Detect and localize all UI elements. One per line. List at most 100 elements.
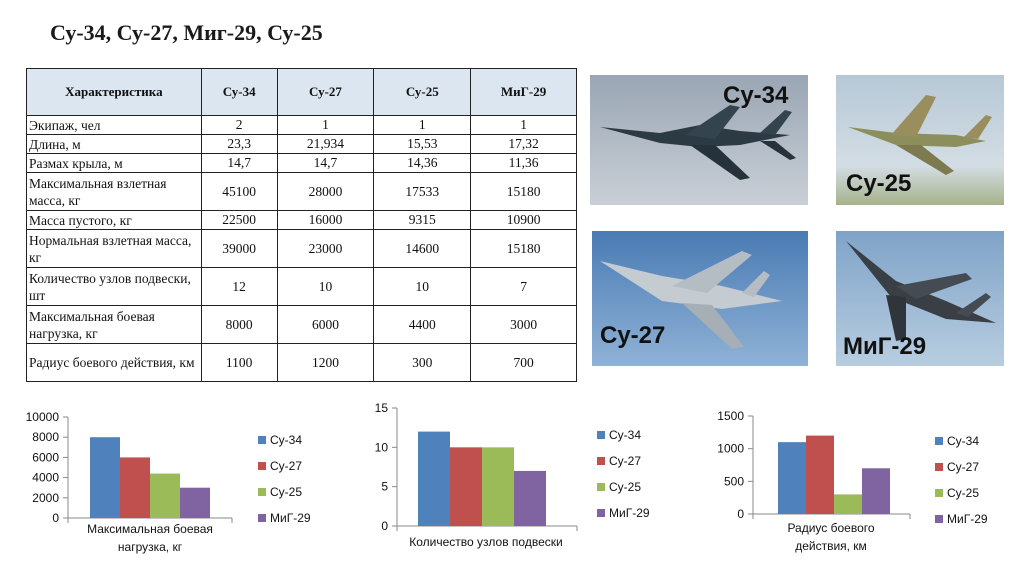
legend-swatch: [258, 436, 266, 444]
cell: 1: [373, 115, 472, 135]
y-tick-label: 15: [375, 401, 389, 415]
table-row: Максимальная боевая нагрузка, кг 8000 60…: [26, 305, 577, 344]
y-tick-label: 2000: [32, 491, 59, 505]
legend-entry: Су-27: [270, 459, 302, 473]
cell: 7: [470, 267, 577, 306]
x-axis-title-line: Максимальная боевая: [87, 522, 213, 536]
legend-entry: Су-25: [609, 480, 641, 494]
cell: 4400: [373, 305, 472, 344]
bar-Су-27: [806, 435, 834, 514]
cell: 3000: [470, 305, 577, 344]
legend-entry: Су-34: [609, 428, 641, 442]
bar-Су-27: [120, 457, 150, 518]
cell: 1100: [200, 343, 278, 382]
cell: 12: [200, 267, 278, 306]
chart-max-combat-load-svg: 0 2000 4000 6000 8000 10000 Су-34 Су-27 Су-25 МиГ…: [26, 410, 311, 554]
cell: 1200: [276, 343, 375, 382]
table-row: Количество узлов подвески, шт 12 10 10 7: [26, 267, 577, 306]
x-axis-title-line: нагрузка, кг: [118, 540, 183, 554]
su34-label: Су-34: [723, 82, 789, 109]
bar-Су-34: [90, 437, 120, 518]
cell: 23,3: [200, 134, 278, 154]
x-axis-title-line: Количество узлов подвески: [409, 535, 562, 549]
legend-entry: МиГ-29: [609, 506, 650, 520]
bar-МиГ-29: [514, 470, 546, 526]
legend-swatch: [597, 457, 605, 465]
table-row: Радиус боевого действия, км 1100 1200 30…: [26, 343, 577, 382]
jet-silhouette-su25: [836, 75, 1004, 205]
cell: 300: [373, 343, 472, 382]
cell: 9315: [373, 210, 472, 230]
table-header-row: Характеристика Су-34 Су-27 Су-25 МиГ-29: [26, 68, 577, 116]
row-label: Длина, м: [26, 134, 202, 154]
page-title: Су-34, Су-27, Миг-29, Су-25: [50, 20, 323, 45]
su25-photo: [836, 75, 1004, 205]
bar-Су-25: [482, 447, 514, 526]
mig29-photo: [836, 231, 1004, 366]
cell: 15,53: [373, 134, 472, 154]
cell: 15180: [470, 172, 577, 211]
cell: 8000: [200, 305, 278, 344]
legend-swatch: [935, 489, 943, 497]
header-characteristic: Характеристика: [26, 68, 202, 116]
header-su25: Су-25: [373, 68, 472, 116]
legend-entry: Су-25: [270, 485, 302, 499]
cell: 1: [470, 115, 577, 135]
y-tick-label: 1000: [717, 442, 744, 456]
cell: 14600: [373, 229, 472, 268]
row-label: Масса пустого, кг: [26, 210, 202, 230]
su25-label: Су-25: [846, 170, 912, 197]
cell: 17533: [373, 172, 472, 211]
cell: 700: [470, 343, 577, 382]
cell: 23000: [276, 229, 375, 268]
table-row: Нормальная взлетная масса, кг 39000 2300…: [26, 229, 577, 268]
y-tick-label: 8000: [32, 430, 59, 444]
table-row: Максимальная взлетная масса, кг 45100 28…: [26, 172, 577, 211]
bar-Су-25: [834, 494, 862, 514]
cell: 21,934: [276, 134, 375, 154]
x-axis-title: Количество узлов подвески: [409, 535, 562, 549]
legend-entry: Су-34: [270, 433, 302, 447]
chart-hardpoints-svg: 0 5 10 15 Су-34 Су-27 Су-25 МиГ-29 Количество уз…: [375, 401, 650, 549]
y-tick-label: 5: [381, 480, 388, 494]
cell: 16000: [276, 210, 375, 230]
table-row: Экипаж, чел 2 1 1 1: [26, 115, 577, 135]
chart-max-combat-load: 0 2000 4000 6000 8000 10000 Су-34 Су-27 Су-25 МиГ…: [0, 395, 340, 574]
cell: 14,36: [373, 153, 472, 173]
bar-Су-27: [450, 447, 482, 526]
legend-swatch: [258, 488, 266, 496]
header-su34: Су-34: [200, 68, 278, 116]
row-label: Размах крыла, м: [26, 153, 202, 173]
y-tick-label: 500: [724, 474, 744, 488]
bar-Су-25: [150, 473, 180, 518]
cell: 2: [200, 115, 278, 135]
legend-swatch: [935, 463, 943, 471]
jet-silhouette-su34: [590, 75, 808, 205]
jet-silhouette-mig29: [836, 231, 1004, 366]
cell: 14,7: [200, 153, 278, 173]
cell: 10: [373, 267, 472, 306]
bar-Су-34: [418, 431, 450, 526]
y-tick-label: 0: [52, 511, 59, 525]
legend-entry: Су-27: [947, 460, 979, 474]
row-label: Экипаж, чел: [26, 115, 202, 135]
cell: 45100: [200, 172, 278, 211]
legend-entry: Су-34: [947, 434, 979, 448]
bar-МиГ-29: [862, 468, 890, 514]
x-axis-title: Радиус боевого действия, км: [787, 521, 874, 553]
spec-table: Характеристика Су-34 Су-27 Су-25 МиГ-29 …: [26, 68, 577, 382]
legend-entry: Су-25: [947, 486, 979, 500]
cell: 1: [276, 115, 375, 135]
bar-МиГ-29: [180, 487, 210, 518]
cell: 11,36: [470, 153, 577, 173]
y-tick-label: 0: [737, 507, 744, 521]
row-label: Максимальная боевая нагрузка, кг: [26, 305, 202, 344]
chart-hardpoints: 0 5 10 15 Су-34 Су-27 Су-25 МиГ-29 Количество уз…: [350, 395, 680, 574]
y-tick-label: 6000: [32, 450, 59, 464]
legend-swatch: [597, 431, 605, 439]
y-tick-label: 1500: [717, 409, 744, 423]
su27-label: Су-27: [600, 322, 666, 349]
row-label: Количество узлов подвески, шт: [26, 267, 202, 306]
cell: 14,7: [276, 153, 375, 173]
legend-entry: МиГ-29: [270, 511, 311, 525]
